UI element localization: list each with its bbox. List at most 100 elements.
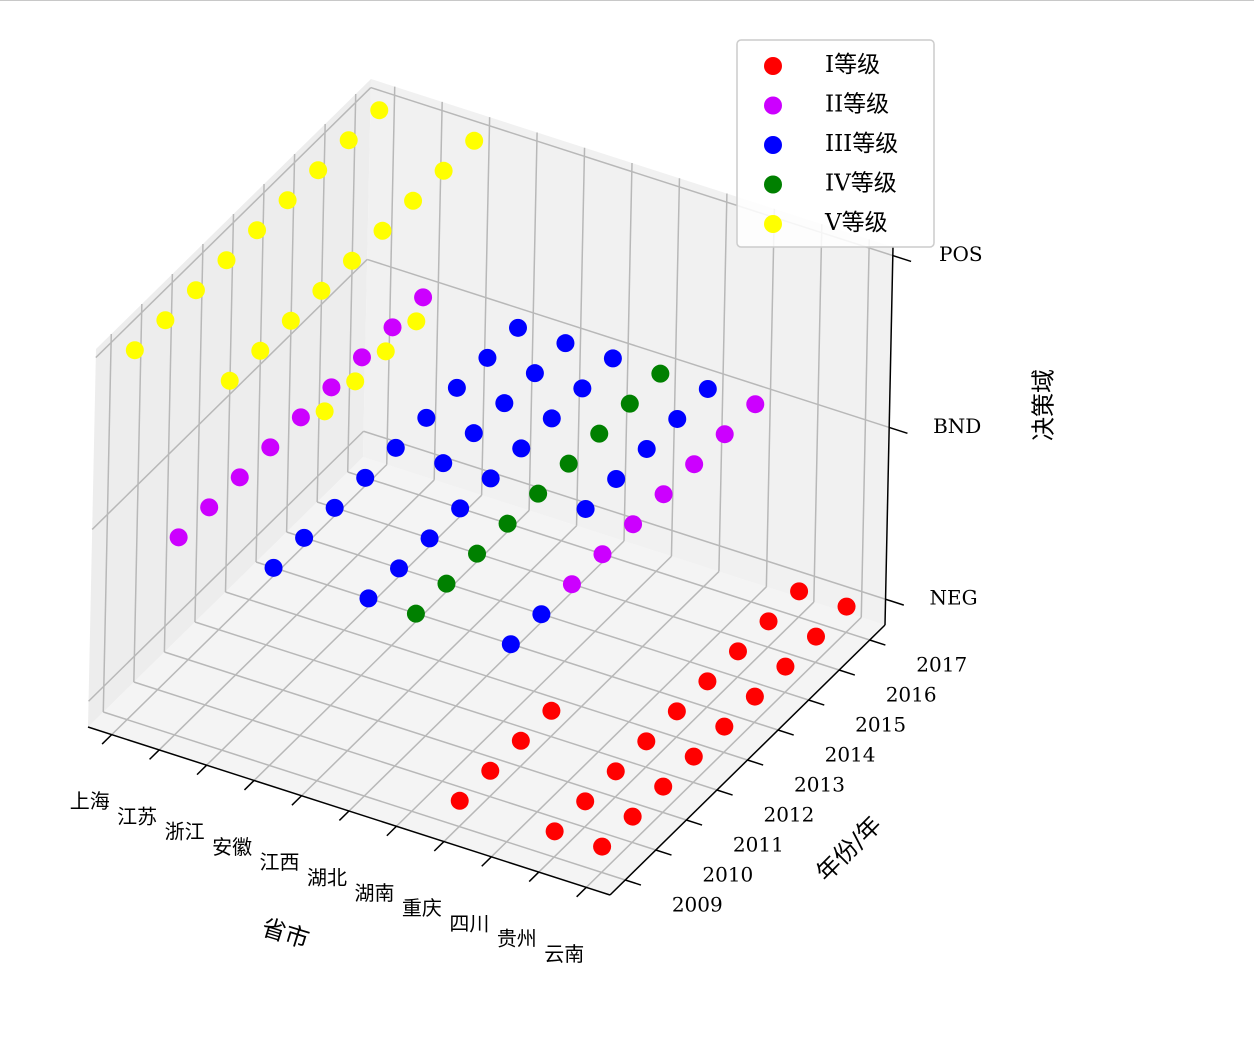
data-point [404,191,423,210]
legend-marker [764,175,782,194]
data-point [325,498,344,517]
data-point [465,131,484,150]
grid-line [133,681,657,851]
grid-line [164,651,687,821]
grid-line [528,132,538,511]
data-point [542,409,561,428]
data-point [346,372,365,391]
legend-label: II等级 [825,92,889,118]
grid-line [860,239,871,618]
data-point [746,395,765,414]
y-tick [686,819,703,826]
y-axis-label: 年份/年 [811,811,887,887]
legend: I等级 II等级 III等级 IV等级 V等级 [736,39,935,248]
data-point [309,161,328,180]
data-point [450,791,469,810]
data-point [169,528,188,547]
data-point [352,348,371,367]
x-tick-label: 江苏 [117,804,157,828]
y-tick [747,759,764,766]
grid-line [88,430,365,702]
data-point [790,582,809,601]
y-tick [838,669,856,676]
x-tick [101,734,113,745]
x-tick [196,764,208,776]
data-point [376,342,395,361]
data-point [248,221,267,240]
grid-line [194,243,204,623]
data-point [420,529,439,548]
data-point [668,409,687,428]
data-point [556,334,575,353]
data-point [623,807,642,826]
y-tick [808,699,825,706]
y-tick [625,879,642,886]
x-axis-label: 省市 [258,913,312,954]
x-tick-label: 四川 [449,911,489,935]
z-axis-label: 决策域 [1030,369,1058,441]
z-axis [884,246,894,626]
data-point [624,515,643,534]
data-point [322,378,341,397]
data-point [532,605,551,624]
grid-line [765,208,776,587]
data-point [498,514,517,533]
data-point [406,604,425,623]
data-point [359,589,378,608]
data-point [386,438,405,457]
data-point [230,468,249,487]
y-tick-label: 2009 [672,893,723,917]
data-point [495,394,514,413]
y-tick-label: 2015 [855,713,906,737]
data-point [437,574,456,593]
data-point [414,288,433,307]
x-tick [338,810,350,821]
data-point [776,657,795,676]
data-point [312,281,331,300]
data-point [434,161,453,180]
data-point [383,318,402,337]
z-tick-label: BND [933,414,981,438]
data-point [728,642,747,661]
z-tick [888,426,908,435]
legend-marker [764,136,782,154]
data-point [186,281,205,300]
data-point [651,364,670,383]
data-point [637,732,656,751]
z-tick [892,254,912,263]
data-point [607,469,626,488]
data-point [501,635,520,654]
data-point [481,469,500,488]
grid-line [813,224,823,603]
data-point [685,455,704,474]
y-tick [655,849,672,856]
data-point [684,747,703,766]
data-point [511,731,530,750]
legend-label: V等级 [824,210,888,236]
data-point [837,597,856,616]
data-point [281,311,300,330]
x-axis [87,726,611,896]
legend-label: IV等级 [825,171,897,197]
grid-line [285,153,296,533]
x-tick [433,841,445,852]
grid-line [623,162,633,542]
data-point [356,468,375,487]
x-tick [576,886,587,898]
grid-line [366,258,890,429]
x-tick-label: 上海 [70,789,110,813]
data-point [806,627,825,646]
points [125,101,856,856]
data-point [542,701,561,720]
x-tick-label: 湖北 [307,866,347,890]
grid-line [316,123,326,503]
legend-marker [764,96,782,115]
x-tick [149,749,160,760]
y-axis [609,624,886,896]
grid-line [102,333,113,713]
grid-line [346,93,357,473]
data-point [468,544,487,563]
x-tick [386,825,397,837]
y-tick-label: 2014 [825,743,876,767]
